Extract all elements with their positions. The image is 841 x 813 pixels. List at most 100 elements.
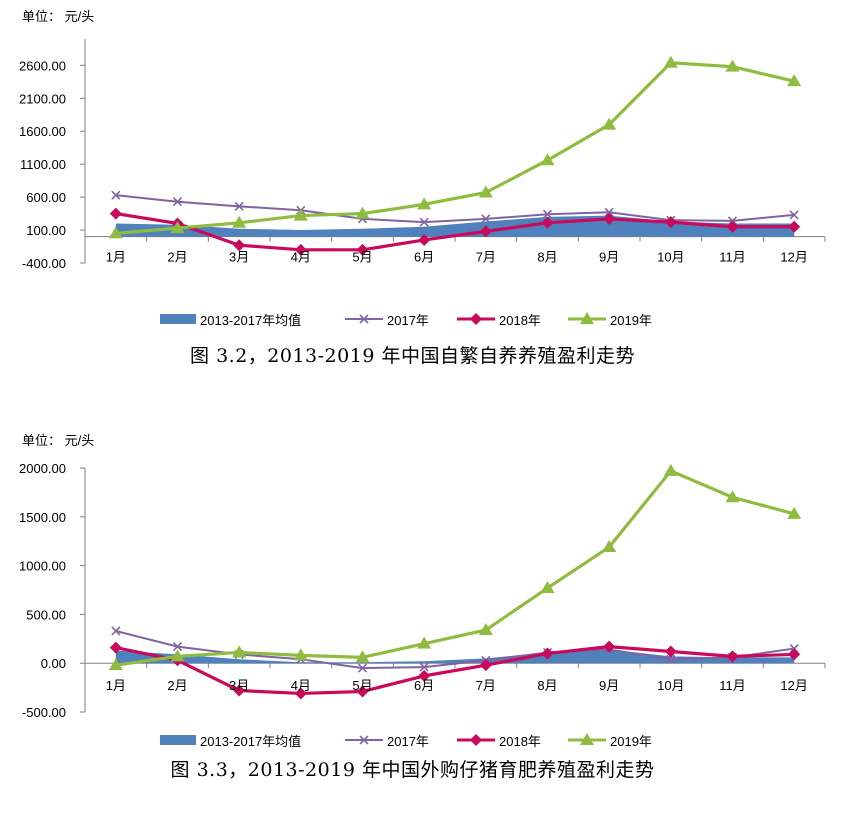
series-line-y2018 [115,645,795,696]
legend-marker [470,734,482,746]
y-tick-label: 1100.00 [20,157,66,172]
y-tick-label: 1600.00 [19,124,66,139]
data-point-y2018 [788,648,801,661]
data-point-y2019 [478,623,493,636]
legend-label: 2018年 [499,312,541,328]
legend-item-avg: 2013-2017年均值 [160,309,301,329]
data-point-y2019 [417,197,432,210]
legend-swatch [160,735,196,745]
data-point-y2019 [293,208,308,221]
data-point-y2018 [541,216,554,229]
legend-symbol [345,735,383,745]
y-tick-label: -500.00 [22,705,66,720]
legend-symbol [160,735,196,745]
data-point-y2017 [172,197,183,207]
data-point-y2019 [725,490,740,503]
legend-label: 2017年 [387,312,429,328]
chart-svg-purchased-piglet: 2000.00 1500.00 1000.00 500.00 0.00 -500.00 1月… [19,461,826,720]
legend-marker [580,733,594,745]
y-tick-label: 2000.00 [19,461,66,476]
unit-label: 单位： 元/头 [22,433,95,448]
legend-label: 2019年 [610,733,652,749]
x-tick-label: 5月 [352,678,372,693]
data-point-y2017 [234,201,244,211]
data-point-y2018 [479,225,492,238]
x-tick-label: 10月 [657,250,684,265]
legend-item-y2017: 2017年 [345,309,429,329]
y-tick-label: 2600.00 [19,58,66,73]
series-line-y2019 [115,61,795,235]
data-point-y2018 [356,243,369,256]
x-tick-label: 7月 [476,250,496,265]
x-tick-label: 12月 [780,678,807,693]
data-point-y2017 [789,210,799,220]
data-point-y2018 [603,212,616,225]
series-line-y2018 [115,212,795,252]
data-point-y2019 [540,153,555,166]
data-point-y2018 [603,640,616,653]
data-point-y2019 [293,648,308,661]
chart-legend: 2013-2017年均值 2017年 2018年 2019年 [0,730,841,750]
x-tick-label: 11月 [719,250,746,265]
x-tick-label: 5月 [352,250,372,265]
legend-symbol [568,312,606,324]
x-tick-label: 1月 [106,250,126,265]
x-tick-label: 2月 [167,250,187,265]
y-tick-label: 1500.00 [19,510,66,525]
legend-label: 2017年 [387,733,429,749]
x-tick-label: 9月 [599,678,619,693]
y-tick-label: 100.00 [26,223,66,238]
data-point-y2017 [666,654,676,664]
x-tick-label: 12月 [780,250,807,265]
x-tick-label: 6月 [414,250,434,265]
legend-item-y2018: 2018年 [457,730,541,750]
data-point-y2018 [356,685,369,698]
x-tick-label: 1月 [106,678,126,693]
chart-svg-self-breeding: 2600.00 2100.00 1600.00 1100.00 600.00 100.00… [19,39,826,271]
data-point-y2019 [787,506,802,519]
legend-item-y2019: 2019年 [568,309,652,329]
data-point-y2018 [418,233,431,246]
data-point-y2018 [726,650,739,663]
data-point-y2018 [479,659,492,672]
data-point-y2017 [111,626,121,636]
data-point-y2017 [481,214,491,224]
y-tick-label: 2100.00 [19,91,66,106]
x-tick-label: 3月 [229,678,249,693]
legend-label: 2018年 [499,733,541,749]
data-point-y2017 [419,662,429,672]
x-tick-label: 9月 [599,250,619,265]
x-tick-label: 8月 [537,250,557,265]
data-point-y2019 [170,649,185,662]
data-point-y2019 [108,658,123,671]
legend-label: 2019年 [610,312,652,328]
series-line-y2017 [115,194,795,224]
data-point-y2017 [172,642,183,652]
legend-symbol [457,313,495,325]
data-point-y2017 [357,663,368,673]
x-tick-label: 8月 [537,678,557,693]
legend-swatch [160,314,196,324]
data-point-y2019 [787,74,802,87]
data-point-y2017 [542,209,553,219]
data-point-y2019 [663,55,678,68]
data-point-y2018 [294,687,307,700]
data-point-y2018 [541,647,554,660]
data-point-y2019 [232,215,247,228]
y-tick-label: 600.00 [26,190,66,205]
data-point-y2019 [108,226,123,239]
legend-marker [359,314,369,324]
data-point-y2018 [418,669,431,682]
data-point-y2018 [233,684,246,697]
data-point-y2019 [663,463,678,476]
legend-symbol [457,734,495,746]
data-point-y2019 [478,185,493,198]
legend-symbol [345,314,383,324]
data-point-y2018 [664,645,677,658]
data-point-y2019 [232,645,247,658]
data-point-y2019 [602,540,617,553]
data-point-y2018 [109,207,122,220]
x-tick-label: 6月 [414,678,434,693]
x-tick-label: 4月 [291,678,311,693]
data-point-y2018 [664,216,677,229]
